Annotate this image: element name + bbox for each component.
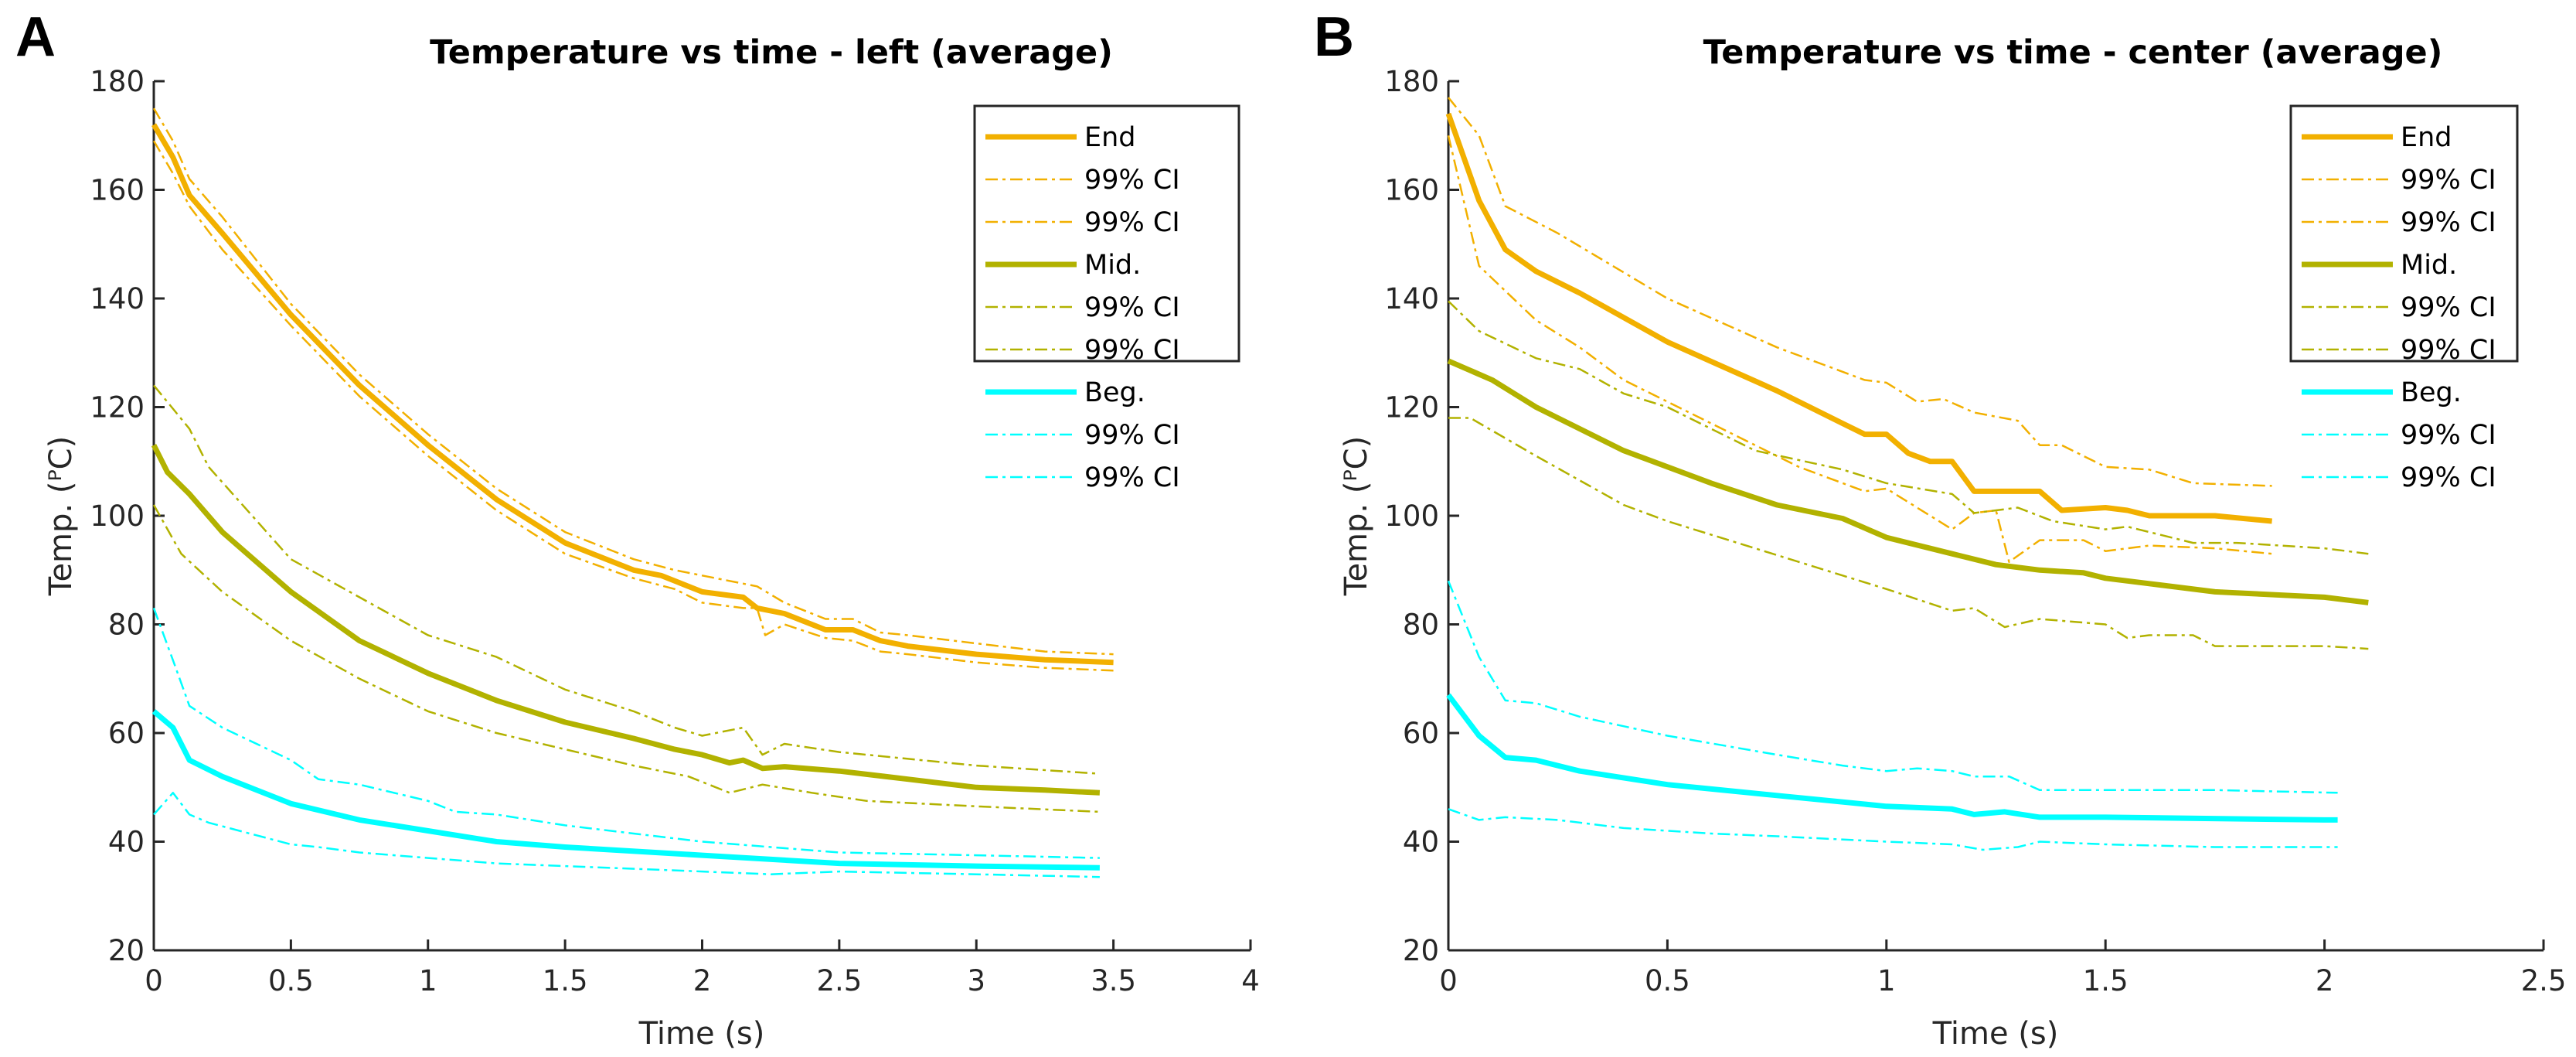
x-tick-label: 2 bbox=[693, 964, 712, 997]
panel-b-chart: B Temperature vs time - center (average)… bbox=[1314, 6, 2566, 1052]
legend-entry: Beg. bbox=[2401, 377, 2462, 408]
x-tick-label: 1.5 bbox=[2083, 964, 2129, 997]
ci-line bbox=[1447, 135, 2272, 563]
legend-entry: Beg. bbox=[1084, 377, 1145, 408]
y-tick-label: 100 bbox=[90, 500, 145, 533]
ci-line bbox=[152, 607, 1100, 859]
y-axis-label: Temp. (ᴾC) bbox=[1339, 436, 1374, 596]
ci-line bbox=[152, 107, 1114, 656]
series-line-mid bbox=[1447, 358, 2369, 605]
legend-entry: 99% CI bbox=[2401, 165, 2496, 196]
ci-line bbox=[1448, 417, 2369, 650]
panel-a-chart: A Temperature vs time - left (average) T… bbox=[15, 6, 1260, 1052]
ci-line bbox=[152, 504, 1100, 813]
ci-line bbox=[153, 384, 1100, 775]
panel-label: B bbox=[1314, 6, 1354, 68]
legend-entry: 99% CI bbox=[1084, 420, 1180, 451]
legend: End 99% CI 99% CI Mid. 99% CI 99% CI Beg. 99% C… bbox=[973, 104, 1240, 493]
legend-entry: 99% CI bbox=[1084, 462, 1180, 493]
x-tick-label: 2.5 bbox=[816, 964, 862, 997]
y-tick-label: 40 bbox=[1403, 826, 1439, 859]
y-tick-label: 160 bbox=[90, 174, 145, 207]
x-axis-label: Time (s) bbox=[638, 1016, 765, 1052]
legend-box bbox=[2289, 104, 2519, 363]
panel-label: A bbox=[15, 6, 56, 68]
legend-entry: 99% CI bbox=[2401, 292, 2496, 323]
y-tick-label: 140 bbox=[1384, 282, 1439, 315]
ci-line bbox=[152, 140, 1114, 672]
y-tick-label: 60 bbox=[108, 717, 145, 750]
legend-entry: 99% CI bbox=[2401, 462, 2496, 493]
legend-entry: End bbox=[2401, 122, 2452, 153]
y-tick-label: 20 bbox=[1403, 934, 1439, 967]
legend-entry: 99% CI bbox=[2401, 420, 2496, 451]
legend-entry: 99% CI bbox=[1084, 207, 1180, 238]
series-line-beg bbox=[1446, 693, 2338, 823]
x-tick-label: 2.5 bbox=[2521, 964, 2567, 997]
series-line-beg bbox=[151, 709, 1100, 871]
y-tick-label: 140 bbox=[90, 282, 145, 315]
legend-entry: Mid. bbox=[1084, 250, 1141, 281]
legend-entry: 99% CI bbox=[1084, 292, 1180, 323]
x-tick-label: 0.5 bbox=[1645, 964, 1690, 997]
x-tick-label: 4 bbox=[1241, 964, 1260, 997]
y-tick-label: 60 bbox=[1403, 717, 1439, 750]
x-tick-label: 2 bbox=[2316, 964, 2334, 997]
y-tick-label: 80 bbox=[108, 609, 145, 642]
x-tick-label: 3 bbox=[967, 964, 985, 997]
ci-line bbox=[1448, 808, 2338, 851]
y-tick-label: 20 bbox=[108, 934, 145, 967]
x-tick-label: 1.5 bbox=[543, 964, 588, 997]
legend-entry: 99% CI bbox=[2401, 207, 2496, 238]
x-tick-label: 1 bbox=[419, 964, 437, 997]
x-tick-label: 3.5 bbox=[1091, 964, 1136, 997]
chart-title: Temperature vs time - left (average) bbox=[430, 33, 1113, 72]
legend: End 99% CI 99% CI Mid. 99% CI 99% CI Beg. 99% C… bbox=[2289, 104, 2519, 493]
ci-line bbox=[1447, 580, 2338, 794]
y-axis-label: Temp. (ᴾC) bbox=[43, 436, 79, 596]
chart-title: Temperature vs time - center (average) bbox=[1703, 33, 2443, 72]
y-tick-label: 120 bbox=[90, 391, 145, 425]
y-tick-label: 180 bbox=[90, 65, 145, 98]
legend-entry: 99% CI bbox=[2401, 335, 2496, 366]
series-line-mid bbox=[151, 444, 1101, 796]
x-tick-label: 0.5 bbox=[268, 964, 314, 997]
y-tick-label: 120 bbox=[1384, 391, 1439, 425]
y-tick-label: 100 bbox=[1384, 500, 1439, 533]
y-tick-label: 40 bbox=[108, 826, 145, 859]
legend-box bbox=[973, 104, 1240, 363]
ci-line bbox=[1448, 300, 2369, 555]
series-line-end bbox=[1445, 112, 2272, 524]
x-tick-label: 1 bbox=[1877, 964, 1896, 997]
legend-entry: 99% CI bbox=[1084, 335, 1180, 366]
x-tick-label: 0 bbox=[145, 964, 163, 997]
y-tick-label: 180 bbox=[1384, 65, 1439, 98]
legend-entry: 99% CI bbox=[1084, 165, 1180, 196]
legend-entry: End bbox=[1084, 122, 1136, 153]
legend-entry: Mid. bbox=[2401, 250, 2457, 281]
ci-line bbox=[1448, 97, 2272, 487]
series-line-end bbox=[151, 123, 1114, 666]
ci-line bbox=[153, 792, 1100, 878]
x-tick-label: 0 bbox=[1439, 964, 1458, 997]
y-tick-label: 80 bbox=[1403, 609, 1439, 642]
x-axis-label: Time (s) bbox=[1932, 1016, 2059, 1052]
y-tick-label: 160 bbox=[1384, 174, 1439, 207]
